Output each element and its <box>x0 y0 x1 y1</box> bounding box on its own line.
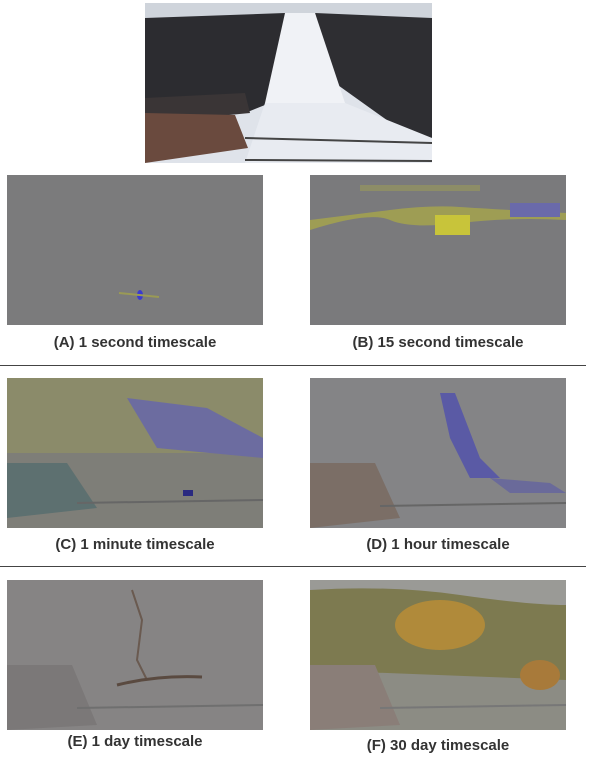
panel-a-image <box>7 175 263 325</box>
caption: (E) 1 day timescale <box>67 733 203 750</box>
panel-d-image <box>310 378 566 528</box>
divider <box>0 365 586 366</box>
caption: (F) 30 day timescale <box>366 737 510 754</box>
source-image <box>145 3 432 163</box>
caption: (B) 15 second timescale <box>352 334 524 351</box>
panel-e-image <box>7 580 263 730</box>
caption: (C) 1 minute timescale <box>55 536 215 553</box>
panel-c-image <box>7 378 263 528</box>
caption: (A) 1 second timescale <box>53 334 217 351</box>
caption: (D) 1 hour timescale <box>366 536 510 553</box>
divider <box>0 566 586 567</box>
panel-b-image <box>310 175 566 325</box>
panel-f-image <box>310 580 566 730</box>
